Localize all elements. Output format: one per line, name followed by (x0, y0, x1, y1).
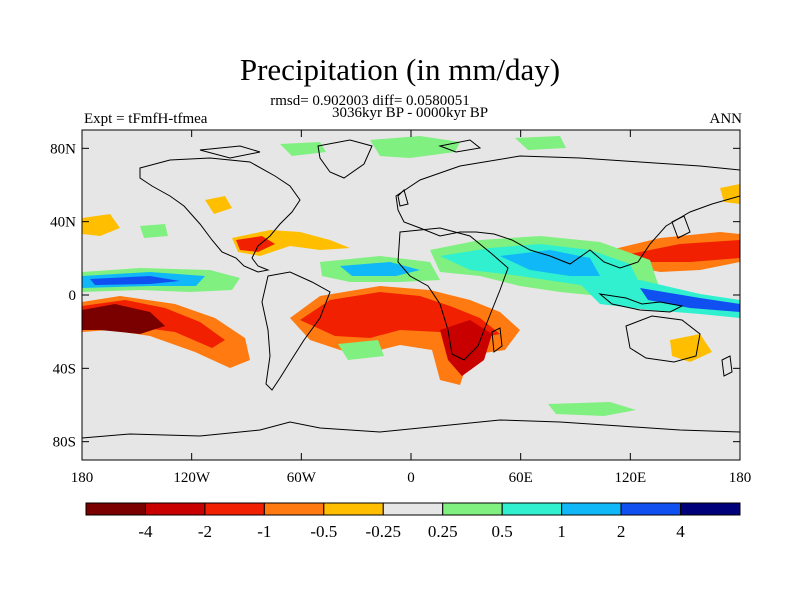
coast-madagascar (491, 327, 503, 353)
colorbar-swatch (442, 502, 503, 516)
coast-new-zealand (721, 355, 733, 377)
colorbar-swatch (144, 502, 206, 516)
x-tick-label: 120W (173, 470, 211, 486)
anomaly-neg-small-4 (720, 184, 740, 204)
colorbar-label: -0.5 (310, 522, 337, 541)
anomaly-pos-africa-core (340, 262, 420, 276)
colorbar-swatch (263, 502, 325, 516)
coast-africa (397, 227, 509, 361)
anomaly-pos-south-ocean-3 (140, 224, 168, 238)
y-tick-label: 80S (53, 435, 76, 451)
colorbar-swatch (680, 502, 741, 516)
colorbar-label: 4 (676, 522, 685, 541)
x-tick-label: 180 (71, 470, 94, 486)
colorbar-label: -2 (198, 522, 212, 541)
y-tick-label: 40S (53, 361, 76, 377)
colorbar-swatch (620, 502, 682, 516)
anomaly-neg-small-2 (205, 196, 232, 214)
y-tick-label: 40N (50, 215, 76, 231)
x-tick-label: 180 (729, 470, 752, 486)
anomaly-pos-indian-ocean-max (500, 250, 600, 276)
experiment-label: Expt = tFmfH-tfmea (84, 111, 208, 127)
x-tick-label: 120E (614, 470, 646, 486)
plot-title: Precipitation (in mm/day) (239, 52, 561, 87)
colorbar-swatch (323, 502, 384, 516)
y-tick-label: 0 (69, 288, 77, 304)
anomaly-neg-east-pacific-max (82, 304, 165, 334)
colorbar-label: -4 (138, 522, 153, 541)
colorbar-label: 0.25 (428, 522, 458, 541)
colorbar-label: -0.25 (366, 522, 401, 541)
anomaly-pos-arctic-2 (280, 142, 326, 156)
colorbar-swatch (204, 502, 265, 516)
coast-australia (625, 315, 701, 363)
colorbar-label: -1 (257, 522, 271, 541)
coast-eurasia (395, 155, 740, 269)
anomaly-neg-small-1 (82, 214, 120, 236)
colorbar-label: 1 (557, 522, 566, 541)
coast-greenland (317, 139, 373, 179)
colorbar-swatch (382, 502, 444, 516)
anomaly-neg-southern-africa (440, 320, 492, 376)
colorbar-swatch (85, 502, 146, 516)
stats-line: rmsd= 0.902003 diff= 0.0580051 (270, 93, 470, 109)
anomaly-neg-west-pacific-core (630, 240, 740, 262)
x-tick-label: 60W (287, 470, 317, 486)
colorbar-label: 0.5 (492, 522, 513, 541)
season-label: ANN (709, 111, 743, 127)
colorbar-label: 2 (617, 522, 626, 541)
x-tick-label: 0 (407, 470, 415, 486)
axis-ticks: 180 120W 60W 0 60E 120E 180 80N 40N 0 40S 80S (50, 130, 751, 486)
coast-arctic-islands (199, 139, 482, 159)
x-tick-label: 60E (509, 470, 533, 486)
coast-south-america (261, 271, 331, 391)
coastlines (82, 139, 740, 439)
y-tick-label: 80N (50, 141, 76, 157)
colorbar-swatch (561, 502, 622, 516)
coast-antarctica (82, 419, 740, 439)
coast-japan (671, 215, 691, 239)
anomaly-pos-maritime-core (640, 288, 740, 312)
colorbar: -4 -2 -1 -0.5 -0.25 0.25 0.5 1 2 4 (85, 502, 741, 541)
anomaly-pos-south-ocean-2 (338, 340, 384, 360)
coast-north-america (139, 157, 301, 273)
anomaly-pos-arctic-3 (515, 136, 566, 150)
coast-uk (397, 189, 409, 207)
anomaly-pos-arctic (370, 136, 460, 158)
anomaly-pos-itcz-pacific-max (90, 276, 180, 285)
anomaly-neg-small-3 (670, 334, 712, 362)
anomaly-pos-south-ocean-1 (548, 402, 636, 416)
period-line: 3036kyr BP - 0000kyr BP (331, 105, 489, 121)
coast-maritime-continent (598, 293, 684, 313)
colorbar-swatch (501, 502, 563, 516)
